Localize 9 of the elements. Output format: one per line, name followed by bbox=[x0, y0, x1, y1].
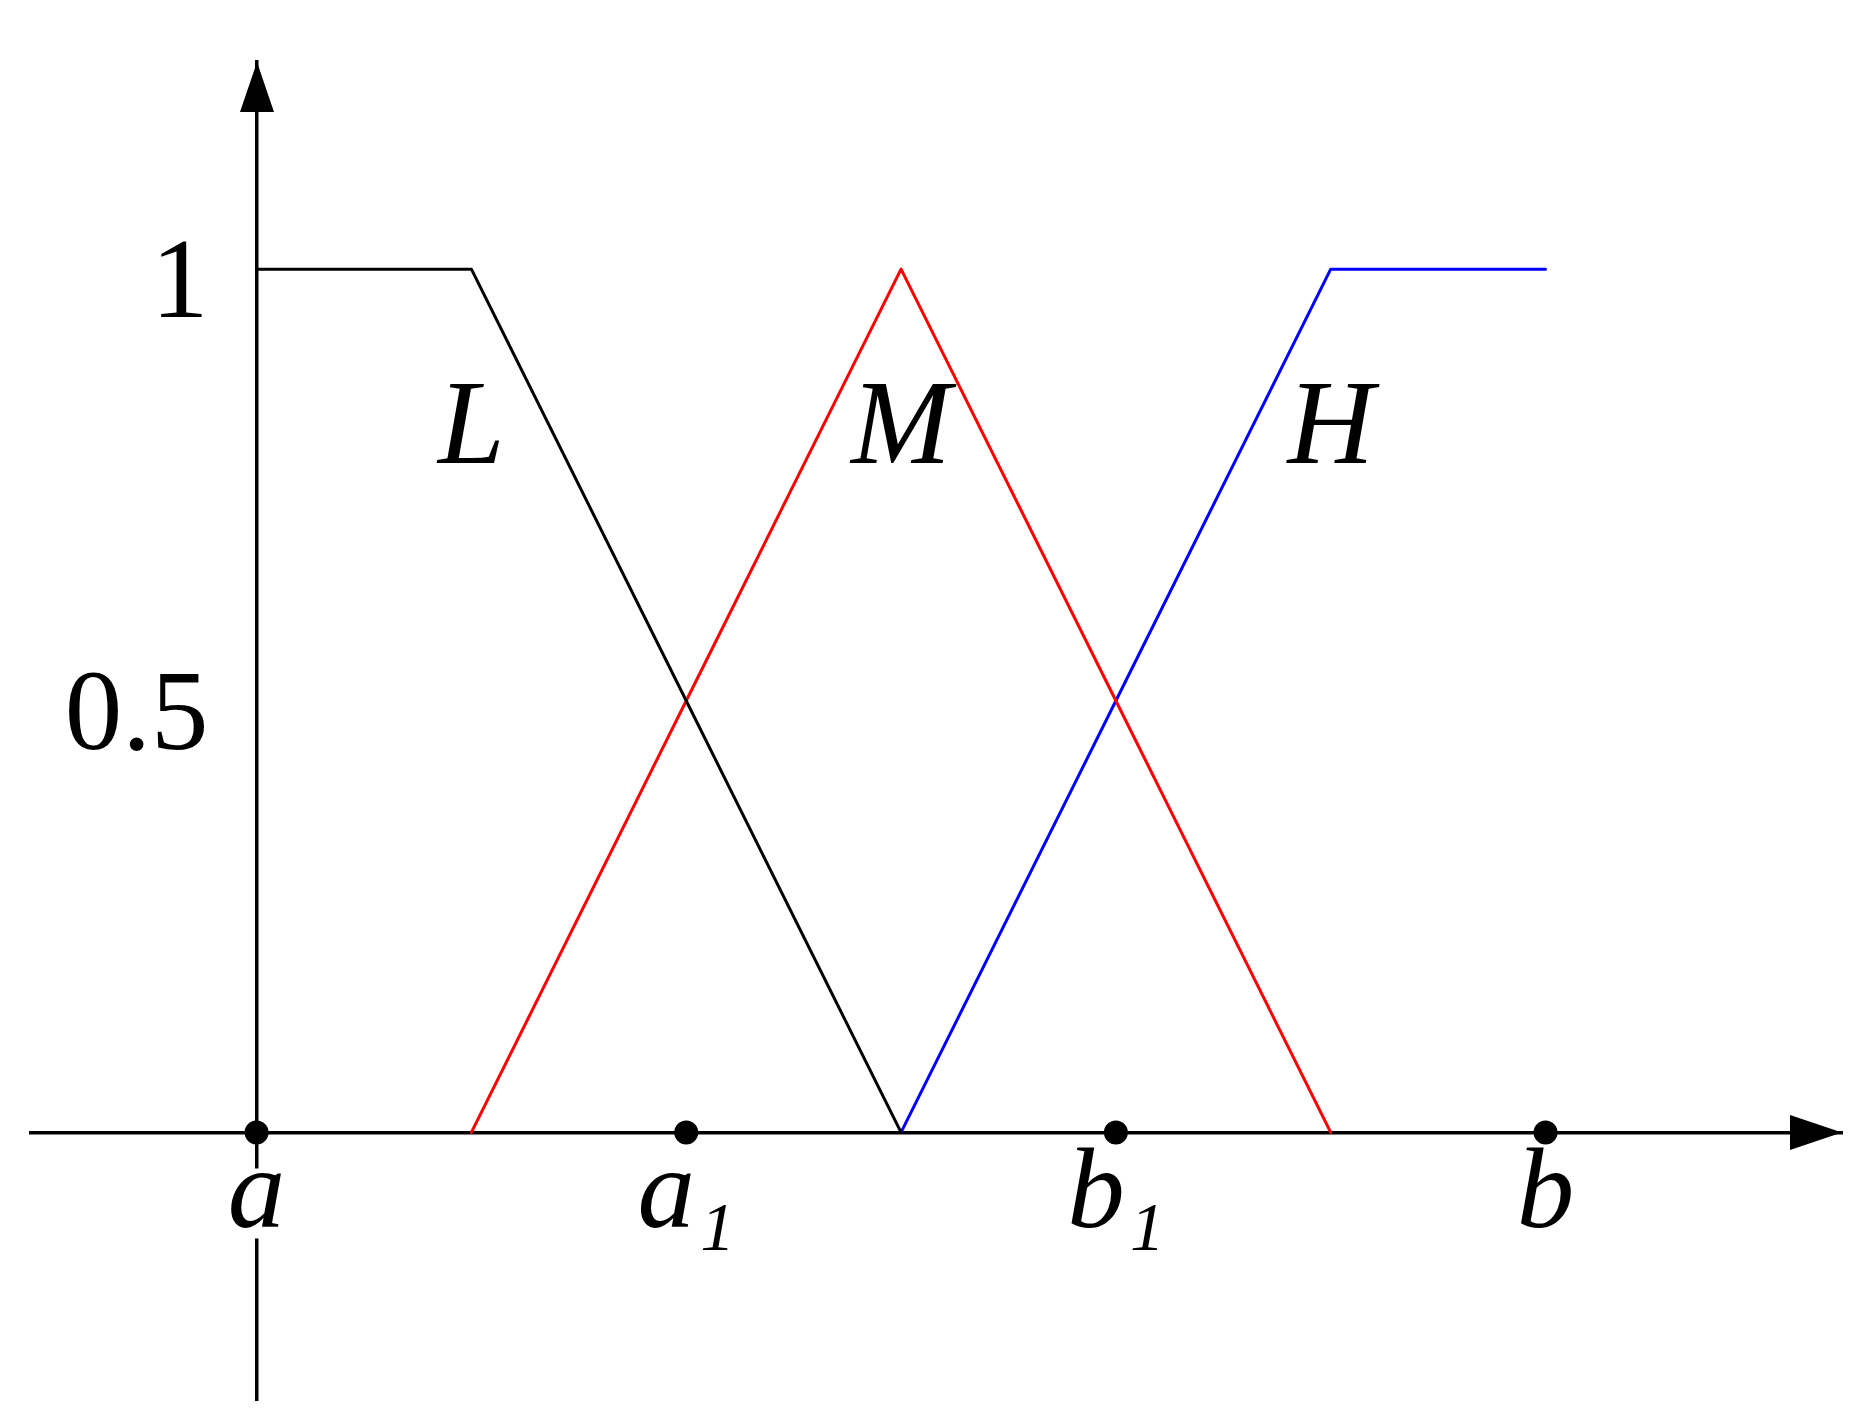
series-label: M bbox=[849, 355, 958, 489]
series-label: L bbox=[436, 355, 505, 489]
x-tick-label: a bbox=[227, 1125, 286, 1253]
x-tick-label: a₁ bbox=[637, 1125, 735, 1253]
x-tick-label: b bbox=[1516, 1125, 1575, 1253]
y-tick-label: 0.5 bbox=[64, 646, 209, 774]
series-label: H bbox=[1285, 355, 1381, 489]
x-tick-label: b₁ bbox=[1067, 1125, 1165, 1253]
y-tick-label: 1 bbox=[151, 215, 209, 343]
